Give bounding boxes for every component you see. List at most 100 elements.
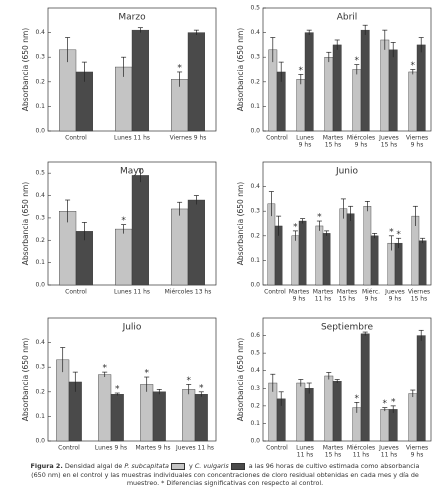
bar <box>388 49 398 132</box>
error-bar <box>102 371 108 378</box>
bar <box>110 394 124 442</box>
y-tick-label: 0.2 <box>250 402 260 409</box>
error-bar <box>198 391 204 397</box>
x-tick-label: Martes <box>337 289 358 296</box>
x-tick-label: Miércoles <box>347 445 375 452</box>
y-tick-label: 0.5 <box>250 350 260 357</box>
y-tick-label: 0.3 <box>35 214 45 221</box>
bar <box>346 213 355 286</box>
x-tick-label: Viernes <box>406 135 428 142</box>
bar <box>418 240 427 286</box>
error-bar <box>177 201 183 216</box>
y-tick-label: 0.3 <box>250 385 260 392</box>
y-tick-label: 0.1 <box>250 420 260 427</box>
y-tick-label: 0.1 <box>35 103 45 110</box>
x-tick-label: Miércoles 13 hs <box>165 289 212 296</box>
bar <box>98 374 112 442</box>
species-name: C. vulgaris <box>194 462 229 470</box>
x-tick-label: Viernes <box>406 445 428 452</box>
error-bar <box>390 405 396 413</box>
x-tick-label: Lunes 9 hs <box>95 445 127 452</box>
significance-mark: * <box>411 61 416 71</box>
error-bar <box>278 61 284 82</box>
bar <box>131 175 149 286</box>
error-bar <box>144 376 150 392</box>
bar <box>170 79 189 132</box>
error-bar <box>121 56 127 77</box>
bar <box>324 375 334 442</box>
significance-mark: * <box>144 369 149 379</box>
error-bar <box>354 401 360 413</box>
x-tick-label: 9 hs <box>389 296 402 303</box>
error-bar <box>268 191 274 217</box>
error-bar <box>298 74 304 85</box>
significance-mark: * <box>115 385 120 395</box>
error-bar <box>334 379 340 384</box>
error-bar <box>177 71 183 87</box>
significance-mark: * <box>383 399 388 409</box>
error-bar <box>340 198 346 219</box>
plot-frame <box>262 317 432 442</box>
y-axis-label: Absorbancia (650 nm) <box>236 338 245 421</box>
x-tick-label: Lunes 11 hs <box>114 135 150 142</box>
x-tick-label: Martes <box>313 289 334 296</box>
x-tick-label: 9 hs <box>293 296 306 303</box>
x-tick-label: Jueves <box>384 289 405 296</box>
error-bar <box>420 237 426 244</box>
error-bar <box>362 24 368 36</box>
y-tick-label: 0.0 <box>35 282 45 289</box>
bar <box>408 393 418 442</box>
error-bar <box>60 347 66 373</box>
bar <box>339 208 348 286</box>
significance-mark: * <box>299 66 304 76</box>
y-tick-label: 0.0 <box>35 438 45 445</box>
bar <box>416 335 426 442</box>
y-tick-label: 0.4 <box>250 367 260 374</box>
significance-mark: * <box>355 56 360 66</box>
error-bar <box>298 379 304 387</box>
bar <box>380 409 390 442</box>
y-tick-label: 0.4 <box>35 339 45 346</box>
x-tick-label: Martes 9 hs <box>135 445 170 452</box>
error-bar <box>193 29 199 36</box>
bar <box>322 233 331 286</box>
y-tick-label: 0.2 <box>35 78 45 85</box>
y-tick-label: 0.3 <box>250 208 260 215</box>
error-bar <box>354 64 360 75</box>
bar <box>296 79 306 132</box>
error-bar <box>81 61 87 82</box>
error-bar <box>270 373 276 392</box>
plot-frame <box>262 7 432 132</box>
chart-title: Mayo <box>120 167 145 177</box>
error-bar <box>334 39 340 50</box>
x-tick-label: Jueves <box>378 445 399 452</box>
error-bar <box>390 42 396 58</box>
plot-frame <box>47 317 217 442</box>
x-tick-label: Control <box>266 445 288 452</box>
caption-label: Figura 2. <box>30 462 63 470</box>
significance-mark: * <box>199 383 204 393</box>
bar <box>140 384 154 442</box>
bar <box>394 242 403 286</box>
bar <box>194 394 208 442</box>
error-bar <box>326 51 332 63</box>
x-tick-label: Martes <box>323 445 344 452</box>
bar <box>360 333 370 442</box>
bar <box>131 29 149 132</box>
error-bar <box>382 29 388 50</box>
y-tick-label: 0.2 <box>250 78 260 85</box>
error-bar <box>326 372 332 380</box>
charts: Marzo Absorbancia (650 nm) 0.0 0.1 0.2 0.3 0.4… <box>21 5 432 459</box>
x-tick-label: Control <box>264 289 286 296</box>
bar <box>187 199 205 286</box>
bar <box>363 206 372 286</box>
x-tick-label: 15 hs <box>325 142 341 149</box>
y-tick-label: 0.2 <box>35 388 45 395</box>
x-tick-label: 9 hs <box>411 452 424 459</box>
x-tick-label: 11 hs <box>381 452 397 459</box>
y-tick-label: 0.0 <box>250 282 260 289</box>
error-bar <box>412 205 418 226</box>
x-tick-label: Control <box>65 289 87 296</box>
significance-mark: * <box>317 213 322 223</box>
significance-mark: * <box>355 394 360 404</box>
